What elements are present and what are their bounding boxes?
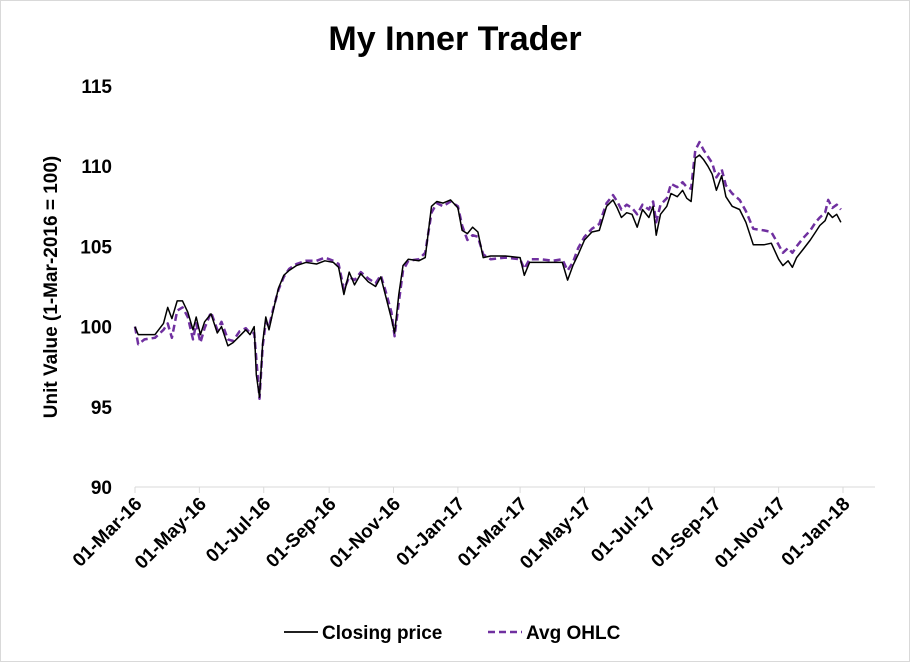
y-tick-label: 100 bbox=[80, 318, 112, 339]
series-layer bbox=[133, 140, 842, 401]
y-tick-label: 105 bbox=[80, 237, 112, 258]
legend-label: Avg OHLC bbox=[526, 623, 621, 644]
x-tick-label: 01-Nov-17 bbox=[711, 494, 790, 573]
y-tick-label: 95 bbox=[91, 398, 113, 419]
x-tick-label: 01-Jan-18 bbox=[778, 494, 855, 571]
y-tick-label: 115 bbox=[81, 77, 112, 98]
chart-title: My Inner Trader bbox=[328, 20, 581, 58]
y-tick-label: 110 bbox=[81, 157, 112, 178]
series-line-avg-ohlc bbox=[133, 140, 842, 401]
legend: Closing price Avg OHLC bbox=[284, 623, 621, 644]
legend-label: Closing price bbox=[322, 623, 442, 644]
y-axis-label: Unit Value (1-Mar-2016 = 100) bbox=[41, 156, 62, 418]
y-tick-label: 90 bbox=[91, 478, 112, 499]
x-tick-label: 01-Nov-16 bbox=[326, 494, 405, 573]
series-line-closing-price bbox=[134, 154, 842, 398]
